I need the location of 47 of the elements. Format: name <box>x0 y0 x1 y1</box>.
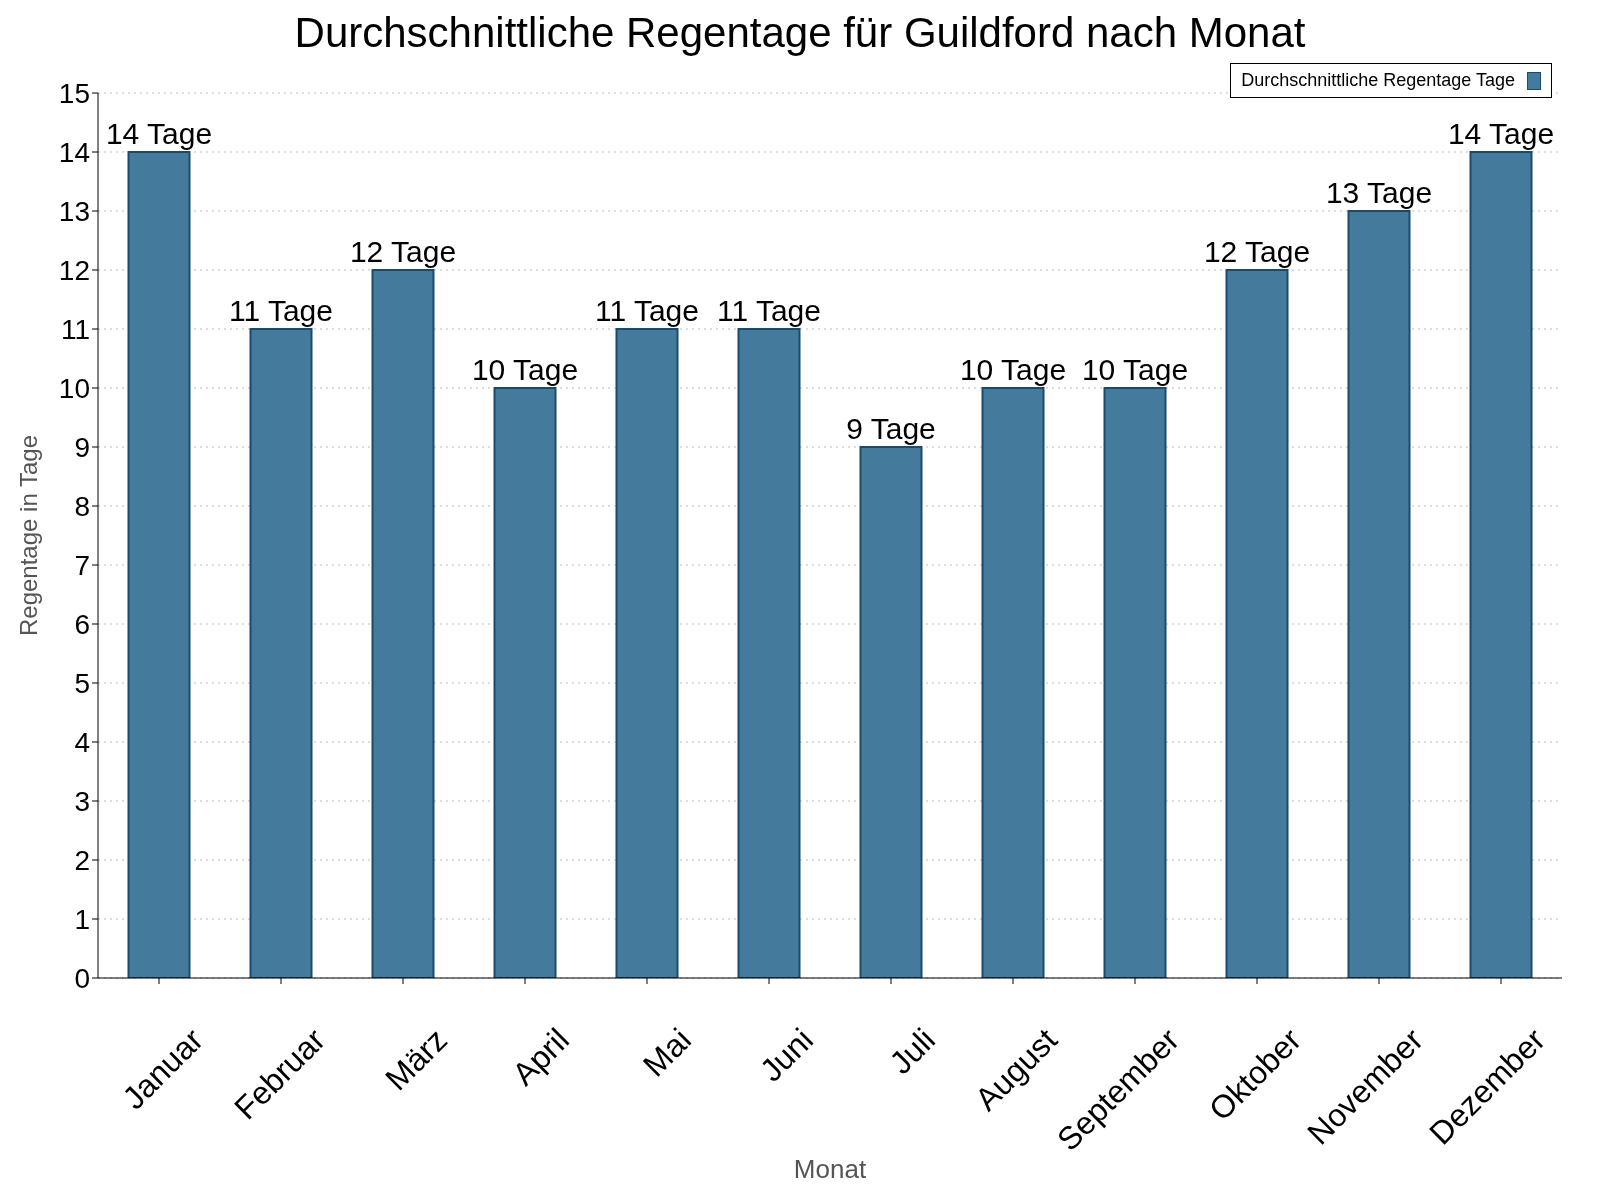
y-tick-label: 10 <box>58 372 90 404</box>
y-tick-label: 4 <box>74 726 90 758</box>
y-tick-label: 12 <box>58 254 90 286</box>
bar <box>493 387 557 978</box>
y-tick-label: 1 <box>74 903 90 935</box>
bar <box>737 328 801 978</box>
y-tick-label: 3 <box>74 785 90 817</box>
x-tick-label: Juni <box>753 1021 821 1089</box>
bar <box>1347 210 1411 978</box>
y-tick-label: 9 <box>74 431 90 463</box>
data-label: 9 Tage <box>846 412 936 445</box>
y-tick-label: 2 <box>74 844 90 876</box>
y-tick-label: 11 <box>60 313 90 345</box>
data-label: 11 Tage <box>717 294 821 327</box>
chart-title: Durchschnittliche Regentage für Guildford nach Monat <box>293 8 1307 58</box>
data-label: 11 Tage <box>229 294 333 327</box>
y-tick-label: 0 <box>74 962 90 994</box>
y-tick-label: 6 <box>74 608 90 640</box>
legend-label: Durchschnittliche Regentage Tage <box>1241 70 1515 91</box>
x-axis-title: Monat <box>793 1154 867 1184</box>
data-label: 13 Tage <box>1325 176 1433 209</box>
y-tick-label: 13 <box>58 195 90 227</box>
bar <box>859 446 923 978</box>
bar <box>1469 151 1533 978</box>
y-tick-label: 5 <box>74 667 90 699</box>
y-tick-label: 8 <box>74 490 90 522</box>
data-label: 10 Tage <box>1081 353 1189 386</box>
bar <box>249 328 313 978</box>
x-tick-label: Juli <box>882 1021 943 1081</box>
data-label: 12 Tage <box>1203 235 1311 268</box>
data-label: 12 Tage <box>349 235 457 268</box>
data-label: 10 Tage <box>959 353 1067 386</box>
x-tick-label: Mai <box>636 1021 699 1084</box>
bar <box>981 387 1045 978</box>
data-label: 14 Tage <box>105 117 213 150</box>
y-tick-label: 15 <box>58 77 90 109</box>
bar <box>371 269 435 978</box>
y-tick-label: 7 <box>74 549 90 581</box>
y-tick-label: 14 <box>58 136 90 168</box>
data-label: 11 Tage <box>595 294 699 327</box>
y-axis-title: Regentage in Tage <box>14 434 42 637</box>
bar <box>127 151 191 978</box>
bar <box>615 328 679 978</box>
bar <box>1103 387 1167 978</box>
data-label: 10 Tage <box>471 353 579 386</box>
bar <box>1225 269 1289 978</box>
data-label: 14 Tage <box>1447 117 1555 150</box>
